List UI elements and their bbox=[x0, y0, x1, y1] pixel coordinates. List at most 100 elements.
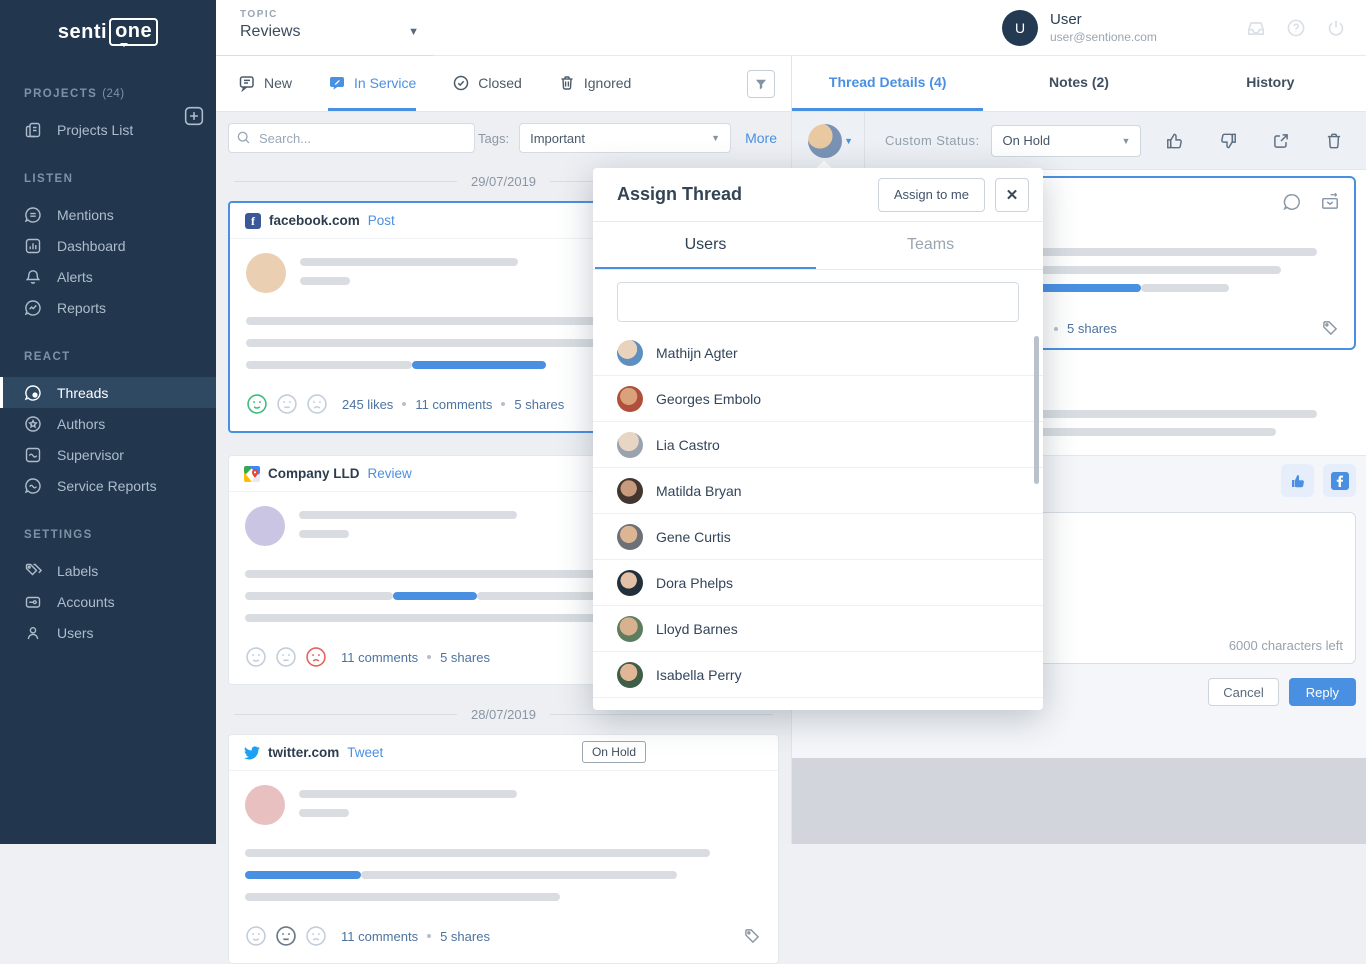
sentiment-positive-icon[interactable] bbox=[245, 646, 267, 668]
comments-count[interactable]: 11 comments bbox=[341, 650, 418, 665]
sidebar-item-threads[interactable]: Threads bbox=[0, 377, 216, 408]
inbox-icon[interactable] bbox=[1246, 18, 1266, 38]
sidebar-item-service-reports[interactable]: Service Reports bbox=[24, 470, 216, 501]
toolbar-actions bbox=[1165, 131, 1350, 151]
user-row[interactable]: Matilda Bryan bbox=[593, 468, 1043, 514]
sidebar-item-mentions[interactable]: Mentions bbox=[24, 199, 216, 230]
tab-ignored[interactable]: Ignored bbox=[558, 56, 631, 111]
avatar[interactable]: U bbox=[1002, 10, 1038, 46]
user-row[interactable]: Lloyd Barnes bbox=[593, 606, 1043, 652]
comments-count[interactable]: 11 comments bbox=[415, 397, 492, 412]
trash-icon[interactable] bbox=[1324, 131, 1344, 151]
reply-button[interactable]: Reply bbox=[1289, 678, 1356, 706]
topic-selector[interactable]: TOPIC Reviews ▼ bbox=[216, 0, 433, 56]
user-row[interactable]: Gene Curtis bbox=[593, 514, 1043, 560]
text-placeholder bbox=[245, 849, 762, 857]
tab-teams[interactable]: Teams bbox=[820, 222, 1041, 269]
section-header-react: REACT bbox=[24, 351, 216, 363]
shares-count[interactable]: 5 shares bbox=[440, 650, 490, 665]
sentiment-neutral-icon[interactable] bbox=[275, 646, 297, 668]
sentiment-neutral-icon[interactable] bbox=[275, 925, 297, 947]
custom-status-dropdown[interactable]: On Hold ▼ bbox=[991, 125, 1141, 157]
sentiment-negative-icon[interactable] bbox=[305, 925, 327, 947]
sidebar-item-authors[interactable]: Authors bbox=[24, 408, 216, 439]
user-name: Gene Curtis bbox=[656, 529, 731, 545]
tab-new[interactable]: New bbox=[238, 56, 292, 111]
tags-dropdown[interactable]: Important ▼ bbox=[519, 123, 731, 153]
external-link-icon[interactable] bbox=[1271, 131, 1291, 151]
more-filters-link[interactable]: More bbox=[745, 130, 777, 146]
assign-to-me-button[interactable]: Assign to me bbox=[878, 178, 985, 212]
sentiment-positive-icon[interactable] bbox=[246, 393, 268, 415]
scrollbar[interactable] bbox=[1034, 336, 1039, 484]
add-project-button[interactable] bbox=[184, 106, 204, 126]
archive-icon[interactable] bbox=[1320, 192, 1340, 212]
sidebar-item-alerts[interactable]: Alerts bbox=[24, 261, 216, 292]
sidebar-item-accounts[interactable]: Accounts bbox=[24, 586, 216, 617]
sidebar-section-projects: PROJECTS (24) Projects List bbox=[0, 88, 216, 149]
sentiment-negative-icon[interactable] bbox=[305, 646, 327, 668]
assignee-avatar[interactable]: ▼ bbox=[808, 124, 842, 158]
sidebar-item-supervisor[interactable]: Supervisor bbox=[24, 439, 216, 470]
close-icon[interactable]: ✕ bbox=[995, 178, 1029, 212]
shares-count[interactable]: 5 shares bbox=[440, 929, 490, 944]
facebook-reply-button[interactable] bbox=[1323, 464, 1356, 497]
sidebar-item-users[interactable]: Users bbox=[24, 617, 216, 648]
power-icon[interactable] bbox=[1326, 18, 1346, 38]
comments-count[interactable]: 11 comments bbox=[341, 929, 418, 944]
avatar bbox=[245, 785, 285, 825]
thread-card-body bbox=[229, 771, 778, 901]
sentiment-icons bbox=[245, 925, 327, 947]
thread-type-link[interactable]: Tweet bbox=[347, 745, 383, 760]
user-search-input[interactable] bbox=[617, 282, 1019, 322]
shares-count[interactable]: 5 shares bbox=[1067, 321, 1117, 336]
tag-icon[interactable] bbox=[742, 926, 762, 946]
sidebar-section-settings: SETTINGS Labels Accounts Users bbox=[0, 529, 216, 652]
section-header-settings: SETTINGS bbox=[24, 529, 216, 541]
section-header-projects: PROJECTS (24) bbox=[24, 88, 216, 100]
sentiment-positive-icon[interactable] bbox=[245, 925, 267, 947]
sidebar-item-reports[interactable]: Reports bbox=[24, 292, 216, 323]
search-input[interactable] bbox=[228, 123, 475, 153]
thread-type-link[interactable]: Post bbox=[368, 213, 395, 228]
sentiment-negative-icon[interactable] bbox=[306, 393, 328, 415]
filter-button[interactable] bbox=[747, 70, 775, 98]
like-reply-button[interactable] bbox=[1281, 464, 1314, 497]
user-name: User bbox=[1050, 11, 1200, 28]
tag-icon[interactable] bbox=[1320, 318, 1340, 338]
tab-closed[interactable]: Closed bbox=[452, 56, 522, 111]
dashboard-icon bbox=[24, 237, 42, 255]
author-row bbox=[245, 785, 762, 825]
tab-thread-details[interactable]: Thread Details (4) bbox=[792, 56, 983, 111]
thumbs-up-icon[interactable] bbox=[1165, 131, 1185, 151]
user-row[interactable]: Lia Castro bbox=[593, 422, 1043, 468]
detail-card-stats: 5 shares bbox=[1054, 321, 1117, 336]
tab-in-service[interactable]: In Service bbox=[328, 56, 416, 111]
user-row[interactable]: Isabella Perry bbox=[593, 652, 1043, 698]
likes-count[interactable]: 245 likes bbox=[342, 397, 393, 412]
user-name: Mathijn Agter bbox=[656, 345, 738, 361]
tab-history[interactable]: History bbox=[1175, 56, 1366, 111]
user-row[interactable]: Dora Phelps bbox=[593, 560, 1043, 606]
user-row[interactable]: Georges Embolo bbox=[593, 376, 1043, 422]
thread-card-footer: 11 comments 5 shares bbox=[229, 915, 778, 963]
cancel-button[interactable]: Cancel bbox=[1208, 678, 1278, 706]
sidebar-item-label: Projects List bbox=[57, 122, 133, 138]
help-icon[interactable] bbox=[1286, 18, 1306, 38]
sidebar-item-dashboard[interactable]: Dashboard bbox=[24, 230, 216, 261]
user-name: Lloyd Barnes bbox=[656, 621, 738, 637]
shares-count[interactable]: 5 shares bbox=[514, 397, 564, 412]
tab-notes[interactable]: Notes (2) bbox=[983, 56, 1174, 111]
sentiment-icons bbox=[246, 393, 328, 415]
sentiment-neutral-icon[interactable] bbox=[276, 393, 298, 415]
thread-card-twitter[interactable]: twitter.com Tweet On Hold bbox=[228, 734, 779, 964]
person-icon bbox=[24, 624, 42, 642]
sidebar-item-labels[interactable]: Labels bbox=[24, 555, 216, 586]
user-row[interactable]: Mathijn Agter bbox=[593, 330, 1043, 376]
thread-source: facebook.com bbox=[269, 213, 360, 228]
thumbs-down-icon[interactable] bbox=[1218, 131, 1238, 151]
thread-type-link[interactable]: Review bbox=[368, 466, 412, 481]
comment-bubble-icon[interactable] bbox=[1282, 192, 1302, 212]
avatar bbox=[617, 386, 643, 412]
tab-users[interactable]: Users bbox=[595, 222, 816, 269]
